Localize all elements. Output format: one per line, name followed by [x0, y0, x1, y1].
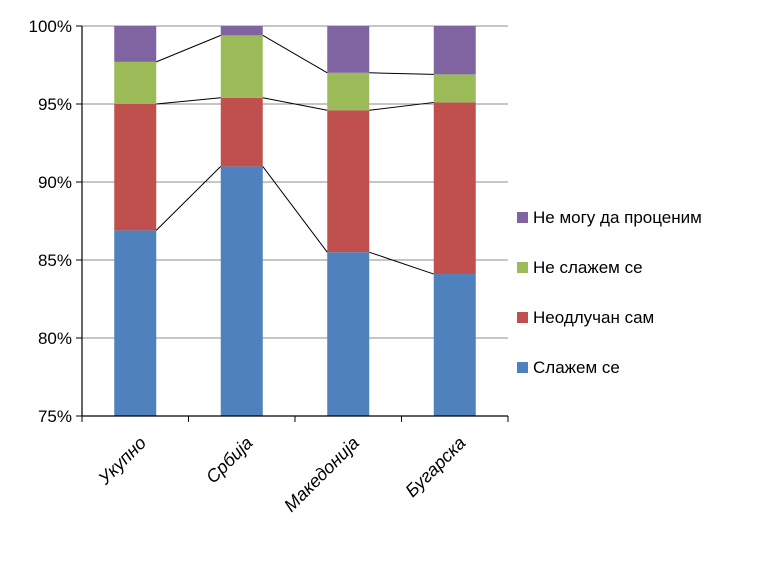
series-connector-line — [156, 97, 221, 105]
legend-swatch — [517, 212, 528, 223]
series-connector-lines — [155, 34, 434, 275]
bar-segment — [220, 166, 263, 416]
bar-segment — [327, 26, 370, 73]
legend-swatch — [517, 262, 528, 273]
legend-label: Неодлучан сам — [533, 308, 654, 327]
bar-segment — [220, 26, 263, 36]
bar-segment — [327, 252, 370, 416]
bar-segment — [114, 230, 157, 416]
x-axis-category-label: Србија — [202, 433, 257, 488]
y-axis-tick-label: 85% — [38, 251, 72, 270]
legend-label: Не могу да проценим — [533, 208, 702, 227]
x-axis-category-label: Укупно — [94, 433, 150, 489]
bar-segment — [220, 97, 263, 167]
bar-segment — [327, 110, 370, 253]
x-axis-category-labels: Укупно Србија Македонија Бугарска — [94, 433, 470, 516]
series-connector-line — [369, 101, 434, 111]
y-axis-tick-label: 75% — [38, 407, 72, 426]
y-axis-tick-label: 80% — [38, 329, 72, 348]
legend-swatch — [517, 312, 528, 323]
series-connector-line — [155, 166, 222, 231]
series-connector-line — [262, 97, 328, 111]
x-axis-category-label: Бугарска — [401, 433, 469, 501]
series-connector-line — [262, 34, 328, 74]
series-connector-line — [262, 166, 328, 253]
bars — [114, 26, 476, 416]
series-connector-line — [369, 251, 434, 275]
bar-segment — [114, 26, 157, 62]
bar-segment — [327, 72, 370, 111]
y-axis-tick-labels: 75% 80% 85% 90% 95% 100% — [29, 17, 72, 426]
axes — [76, 25, 509, 422]
bar-segment — [433, 26, 476, 75]
y-axis-tick-label: 100% — [29, 17, 72, 36]
legend-label: Слажем се — [533, 358, 620, 377]
bar-segment — [433, 102, 476, 275]
bar-segment — [114, 61, 157, 104]
bar-segment — [433, 74, 476, 103]
bar-segment — [433, 274, 476, 416]
bar-segment — [114, 104, 157, 231]
y-axis-tick-label: 90% — [38, 173, 72, 192]
y-axis-tick-label: 95% — [38, 95, 72, 114]
legend: Не могу да проценим Не слажем се Неодлучан… — [517, 208, 702, 377]
bar-segment — [220, 35, 263, 98]
legend-label: Не слажем се — [533, 258, 643, 277]
legend-swatch — [517, 362, 528, 373]
x-axis-category-label: Македонија — [280, 433, 363, 516]
series-connector-line — [156, 34, 221, 63]
series-connector-line — [369, 72, 434, 75]
